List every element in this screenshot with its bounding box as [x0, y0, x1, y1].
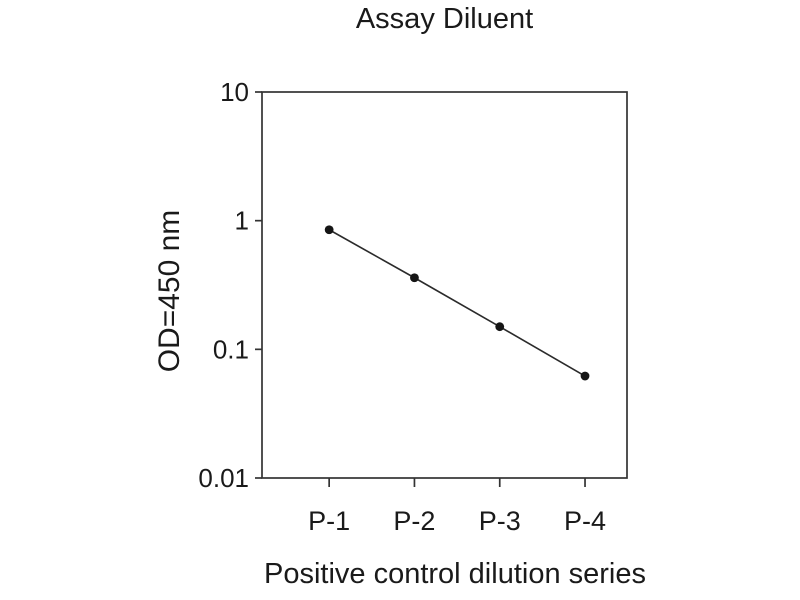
x-tick-label: P-3 [479, 506, 521, 536]
y-tick-label: 1 [235, 206, 249, 236]
y-tick-label: 10 [220, 77, 249, 107]
data-point [324, 225, 334, 235]
y-tick-label: 0.01 [198, 463, 249, 493]
data-point [410, 273, 419, 283]
x-tick-label: P-2 [393, 506, 435, 536]
x-axis-title: Positive control dilution series [263, 558, 646, 590]
plot-frame [261, 91, 628, 479]
data-point [580, 371, 590, 381]
chart-title: Assay Diluent [355, 3, 534, 35]
series-line [328, 229, 586, 377]
y-tick-label: 0.1 [213, 334, 249, 364]
x-tick-label: P-1 [308, 506, 350, 536]
data-point [495, 322, 505, 332]
x-tick-label: P-4 [564, 506, 606, 536]
